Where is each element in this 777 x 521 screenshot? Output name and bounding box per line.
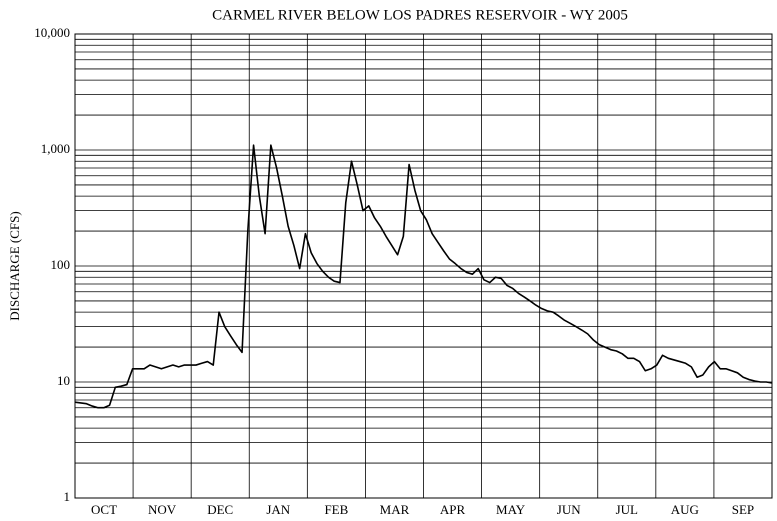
x-tick-label: DEC: [207, 502, 233, 517]
x-tick-label: OCT: [91, 502, 117, 517]
x-tick-label: JAN: [266, 502, 290, 517]
x-tick-label: SEP: [732, 502, 754, 517]
y-axis-label: DISCHARGE (CFS): [7, 211, 22, 320]
chart-title: CARMEL RIVER BELOW LOS PADRES RESERVOIR …: [212, 7, 628, 23]
x-tick-label: MAR: [380, 502, 410, 517]
x-tick-label: JUN: [557, 502, 581, 517]
x-tick-label: AUG: [671, 502, 699, 517]
x-tick-label: FEB: [324, 502, 348, 517]
y-tick-label: 1,000: [41, 141, 70, 156]
plot-frame: [74, 33, 773, 499]
y-tick-label: 10,000: [34, 25, 70, 40]
y-tick-label: 10: [57, 373, 70, 388]
x-tick-label: NOV: [148, 502, 177, 517]
x-tick-label: APR: [440, 502, 466, 517]
x-tick-label: MAY: [496, 502, 526, 517]
data-line: [74, 144, 773, 409]
y-tick-label: 1: [64, 489, 71, 504]
x-tick-label: JUL: [616, 502, 638, 517]
y-tick-label: 100: [51, 257, 71, 272]
